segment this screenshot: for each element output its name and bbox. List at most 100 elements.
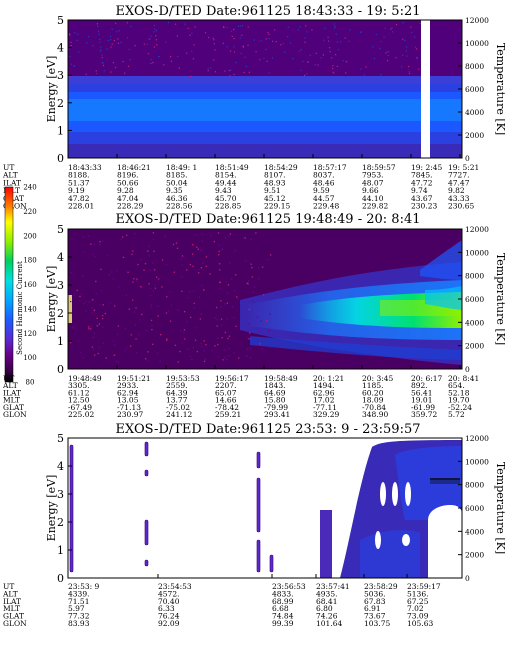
noise-pixel (249, 332, 251, 334)
y-tick-label: 0 (57, 363, 64, 376)
noise-pixel (416, 56, 418, 59)
noise-pixel (245, 65, 247, 68)
y2-tick-label: 10000 (465, 248, 489, 257)
ephemeris-value: 19: 2:45 (411, 163, 443, 172)
noise-pixel (221, 324, 223, 327)
noise-pixel (235, 274, 237, 276)
noise-pixel (125, 294, 127, 296)
ephemeris-value: 23:53: 9 (68, 582, 100, 591)
noise-pixel (109, 302, 111, 304)
ephemeris-value: 19.70 (448, 396, 470, 405)
noise-pixel (98, 346, 100, 348)
ephemeris-row-label: ILAT (3, 178, 21, 187)
noise-pixel (150, 295, 152, 297)
noise-pixel (181, 255, 184, 257)
noise-pixel (304, 74, 306, 77)
noise-pixel (76, 39, 78, 42)
y2-tick-label: 2000 (465, 131, 484, 140)
noise-pixel (135, 338, 137, 340)
noise-pixel (210, 234, 212, 236)
ephemeris-value: 83.93 (68, 619, 90, 628)
ephemeris-value: 19.01 (411, 396, 432, 405)
noise-pixel (163, 64, 165, 66)
noise-pixel (95, 280, 97, 283)
noise-pixel (316, 75, 318, 78)
y2-tick-label: 8000 (465, 62, 484, 71)
noise-pixel (217, 337, 219, 340)
data-streak (144, 441, 149, 457)
noise-pixel (233, 316, 235, 319)
y2-tick-label: 2000 (465, 342, 484, 351)
noise-pixel (120, 41, 122, 44)
noise-pixel (203, 360, 206, 362)
noise-pixel (217, 356, 219, 358)
noise-pixel (233, 46, 235, 48)
noise-pixel (315, 52, 317, 54)
noise-pixel (148, 245, 150, 248)
noise-pixel (110, 71, 112, 73)
noise-pixel (345, 72, 347, 74)
noise-pixel (269, 254, 272, 256)
noise-pixel (263, 57, 265, 60)
ephemeris-value: 101.64 (316, 619, 342, 628)
noise-pixel (237, 357, 240, 359)
ephemeris-row-label: GLAT (3, 194, 24, 203)
noise-pixel (222, 26, 225, 28)
noise-pixel (181, 256, 183, 258)
noise-pixel (300, 69, 302, 72)
noise-pixel (91, 312, 93, 314)
ephemeris-value: 48.93 (264, 178, 286, 187)
ephemeris-value: 230.23 (411, 202, 437, 211)
noise-pixel (116, 31, 118, 33)
noise-pixel (192, 58, 195, 60)
noise-pixel (392, 31, 394, 33)
ephemeris-value: 61.12 (68, 388, 90, 397)
noise-pixel (91, 299, 93, 302)
ephemeris-value: 67.25 (407, 597, 429, 606)
noise-pixel (196, 246, 198, 248)
noise-pixel (314, 64, 316, 66)
noise-pixel (309, 54, 311, 56)
panel-2-title: EXOS-D/TED Date:961125 19:48:49 - 20: 8:… (116, 212, 421, 227)
noise-pixel (226, 302, 229, 304)
y-tick-label: 5 (57, 14, 64, 27)
noise-pixel (225, 358, 228, 361)
noise-pixel (200, 267, 203, 269)
noise-pixel (222, 42, 224, 44)
noise-pixel (148, 38, 150, 40)
noise-pixel (110, 39, 112, 41)
colorbar-tick-label: 80 (26, 379, 35, 387)
noise-pixel (262, 294, 265, 296)
noise-pixel (208, 36, 210, 39)
ephemeris-value: 18:43:33 (68, 163, 102, 172)
noise-pixel (158, 278, 160, 280)
noise-pixel (191, 32, 193, 34)
noise-pixel (284, 51, 286, 53)
noise-pixel (88, 301, 91, 303)
noise-pixel (218, 254, 220, 256)
ephemeris-value: 228.85 (215, 202, 241, 211)
noise-pixel (194, 26, 196, 28)
noise-pixel (117, 42, 120, 44)
noise-pixel (248, 323, 251, 325)
noise-pixel (129, 59, 131, 61)
noise-pixel (117, 325, 120, 327)
noise-pixel (197, 269, 200, 271)
noise-pixel (306, 31, 308, 33)
noise-pixel (289, 42, 292, 44)
noise-pixel (241, 34, 243, 36)
noise-pixel (213, 59, 215, 61)
ephemeris-row-label: GLON (3, 410, 27, 419)
noise-pixel (94, 256, 96, 258)
noise-pixel (125, 347, 128, 349)
colorbar: Second Harmonic Current 80 100 120 140 160 18… (4, 184, 37, 387)
noise-pixel (256, 316, 259, 318)
noise-pixel (153, 250, 155, 252)
ephemeris-value: 47.82 (68, 194, 90, 203)
ephemeris-value: 6.68 (272, 604, 289, 613)
noise-pixel (137, 263, 139, 266)
panel-2-ylabel: Energy [eV] (45, 266, 58, 333)
ephemeris-value: 5136. (407, 589, 428, 598)
ephemeris-value: 19:53:53 (166, 374, 200, 383)
ephemeris-value: 8037. (313, 171, 334, 180)
